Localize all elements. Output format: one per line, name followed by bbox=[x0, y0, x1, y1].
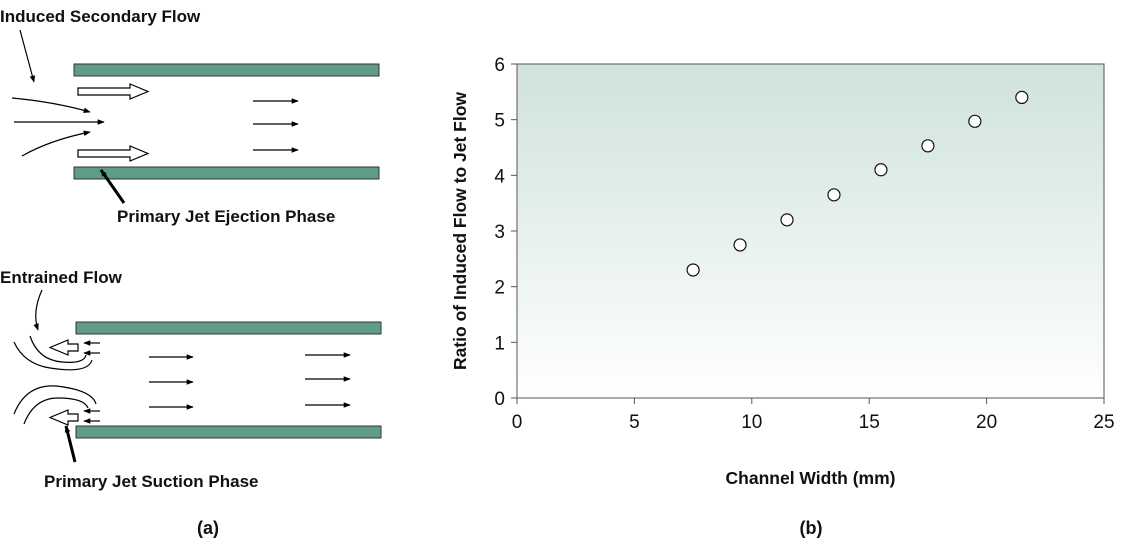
y-tick-label: 5 bbox=[494, 111, 505, 132]
data-point bbox=[874, 163, 888, 177]
lower-recirculation-line bbox=[13, 385, 97, 415]
y-tick-label: 0 bbox=[494, 389, 505, 410]
upper-induced-flow-line bbox=[11, 97, 91, 113]
entrained-flow-label: Entrained Flow bbox=[0, 268, 123, 287]
x-tick-label: 25 bbox=[1093, 412, 1114, 433]
panel-a-caption: (a) bbox=[197, 518, 219, 538]
upper-recirculation-line bbox=[13, 341, 93, 371]
y-tick-label: 2 bbox=[494, 278, 505, 299]
upper-jet-arrow bbox=[77, 83, 150, 100]
panel-b-caption: (b) bbox=[800, 518, 823, 538]
upper-channel-plate bbox=[73, 63, 380, 77]
panel-a: Induced Secondary Flow Primary Jet Eject… bbox=[0, 7, 382, 538]
upper-recirculation-line bbox=[29, 335, 87, 363]
axis-ticks: 0 5 10 15 20 25 0 1 2 3 4 5 6 bbox=[494, 55, 1114, 433]
entrained-flow-pointer-arrow bbox=[33, 289, 43, 331]
lower-suction-jet-arrow bbox=[48, 409, 79, 426]
lower-channel-plate bbox=[73, 166, 380, 180]
data-point bbox=[968, 114, 982, 128]
lower-recirculation-line bbox=[23, 397, 89, 425]
ejection-phase-label: Primary Jet Ejection Phase bbox=[117, 207, 335, 226]
data-point bbox=[780, 213, 794, 227]
x-tick-label: 10 bbox=[741, 412, 762, 433]
data-point bbox=[921, 139, 935, 153]
suction-phase-label: Primary Jet Suction Phase bbox=[44, 472, 258, 491]
secondary-flow-pointer-arrow bbox=[19, 29, 36, 83]
upper-channel-plate bbox=[75, 321, 382, 335]
lower-induced-flow-line bbox=[21, 130, 91, 157]
x-tick-label: 0 bbox=[512, 412, 523, 433]
ejection-phase-diagram: Induced Secondary Flow Primary Jet Eject… bbox=[0, 7, 380, 226]
y-tick-label: 1 bbox=[494, 333, 505, 354]
suction-phase-diagram: Entrained Flow Primar bbox=[0, 268, 382, 491]
x-tick-label: 15 bbox=[859, 412, 880, 433]
induced-secondary-flow-label: Induced Secondary Flow bbox=[0, 7, 201, 26]
data-point bbox=[733, 238, 747, 252]
plot-area bbox=[516, 63, 1105, 399]
data-points bbox=[686, 90, 1029, 277]
x-tick-label: 5 bbox=[629, 412, 640, 433]
y-tick-label: 4 bbox=[494, 166, 505, 187]
primary-jet-pointer-arrow bbox=[64, 425, 77, 463]
y-tick-label: 3 bbox=[494, 222, 505, 243]
primary-jet-pointer-arrow bbox=[99, 169, 126, 204]
y-axis-title: Ratio of Induced Flow to Jet Flow bbox=[450, 92, 470, 370]
data-point bbox=[686, 263, 700, 277]
data-point bbox=[1015, 90, 1029, 105]
upper-suction-jet-arrow bbox=[48, 339, 79, 356]
lower-channel-plate bbox=[75, 425, 382, 439]
y-tick-label: 6 bbox=[494, 55, 505, 76]
x-tick-label: 20 bbox=[976, 412, 997, 433]
x-axis-title: Channel Width (mm) bbox=[726, 468, 896, 488]
lower-jet-arrow bbox=[77, 145, 150, 162]
data-point bbox=[827, 188, 841, 202]
scatter-chart: 0 5 10 15 20 25 0 1 2 3 4 5 6 Channel Width (mm) Rat… bbox=[450, 55, 1115, 488]
